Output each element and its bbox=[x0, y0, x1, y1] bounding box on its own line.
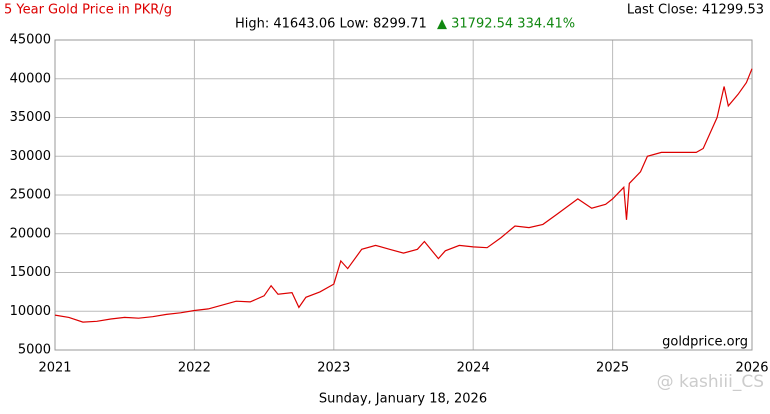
x-tick-label: 2021 bbox=[38, 361, 71, 376]
date: Sunday, January 18, 2026 bbox=[319, 392, 487, 407]
x-tick-label: 2025 bbox=[596, 361, 629, 376]
last-close: Last Close: 41299.53 bbox=[627, 3, 764, 18]
x-tick-label: 2024 bbox=[457, 361, 490, 376]
y-tick-label: 25000 bbox=[10, 188, 51, 203]
chart-title: 5 Year Gold Price in PKR/g bbox=[4, 3, 172, 18]
y-tick-label: 5000 bbox=[18, 343, 51, 358]
x-tick-label: 2023 bbox=[317, 361, 350, 376]
y-tick-label: 20000 bbox=[10, 226, 51, 241]
price-line bbox=[54, 68, 753, 323]
source: goldprice.org bbox=[662, 335, 748, 350]
y-tick-label: 45000 bbox=[10, 33, 51, 48]
y-tick-label: 10000 bbox=[10, 304, 51, 319]
y-tick-label: 35000 bbox=[10, 110, 51, 125]
x-tick-label: 2026 bbox=[735, 361, 768, 376]
y-tick-label: 30000 bbox=[10, 149, 51, 164]
y-tick-label: 40000 bbox=[10, 71, 51, 86]
x-tick-label: 2022 bbox=[178, 361, 211, 376]
change: ▲ 31792.54 334.41% bbox=[437, 17, 575, 32]
y-tick-label: 15000 bbox=[10, 265, 51, 280]
plot-frame bbox=[54, 39, 753, 351]
watermark: @ kashiii_CS bbox=[657, 372, 764, 392]
stats: High: 41643.06 Low: 8299.71 bbox=[235, 17, 427, 32]
